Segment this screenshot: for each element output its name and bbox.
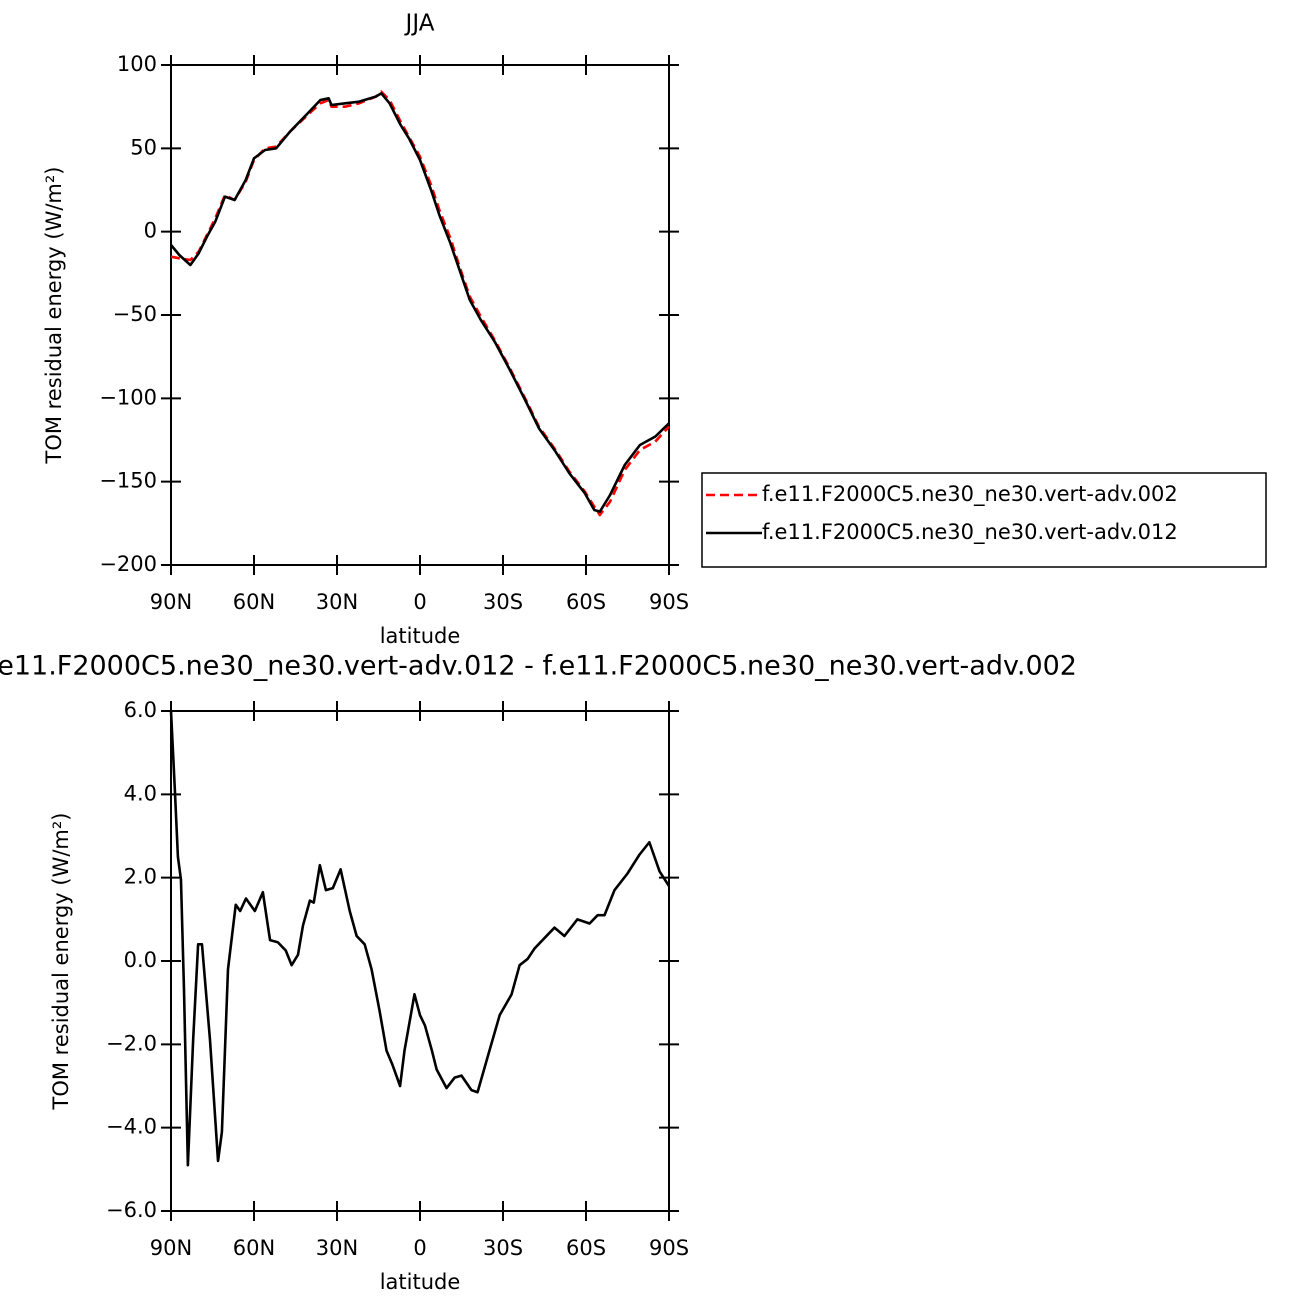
x-tick-label: 90S: [649, 1236, 689, 1260]
legend-box: [701, 472, 1267, 568]
x-tick-label: 60S: [566, 590, 606, 614]
x-tick-label: 0: [413, 1236, 426, 1260]
legend-label: f.e11.F2000C5.ne30_ne30.vert-adv.002: [762, 482, 1178, 507]
x-tick-label: 30N: [316, 1236, 358, 1260]
legend-label: f.e11.F2000C5.ne30_ne30.vert-adv.012: [762, 520, 1178, 545]
y-axis-label: TOM residual energy (W/m²): [49, 813, 73, 1111]
y-tick-label: 6.0: [124, 698, 157, 722]
y-tick-label: 4.0: [124, 781, 157, 805]
y-tick-label: −2.0: [106, 1031, 157, 1055]
x-axis-label: latitude: [380, 1270, 461, 1294]
y-axis-label: TOM residual energy (W/m²): [42, 167, 66, 465]
y-tick-label: −4.0: [106, 1115, 157, 1139]
y-tick-label: 100: [117, 52, 157, 76]
x-tick-label: 90N: [150, 590, 192, 614]
y-tick-label: 0: [144, 219, 157, 243]
y-tick-label: −150: [99, 469, 157, 493]
x-tick-label: 90N: [150, 1236, 192, 1260]
x-axis-label: latitude: [380, 624, 461, 648]
x-tick-label: 60N: [233, 590, 275, 614]
y-tick-label: −200: [99, 552, 157, 576]
data-line: [169, 92, 670, 513]
x-tick-label: 0: [413, 590, 426, 614]
y-tick-label: 2.0: [124, 865, 157, 889]
chart-title: f.e11.F2000C5.ne30_ne30.vert-adv.012 - f…: [0, 651, 1077, 682]
y-tick-label: −100: [99, 385, 157, 409]
y-tick-label: 50: [130, 135, 157, 159]
chart-title: JJA: [404, 11, 435, 37]
x-tick-label: 60N: [233, 1236, 275, 1260]
y-tick-label: −6.0: [106, 1198, 157, 1222]
x-tick-label: 30N: [316, 590, 358, 614]
x-tick-label: 30S: [483, 1236, 523, 1260]
x-tick-label: 30S: [483, 590, 523, 614]
plot-frame: [170, 710, 670, 1212]
x-tick-label: 60S: [566, 1236, 606, 1260]
y-tick-label: 0.0: [124, 948, 157, 972]
data-line: [169, 710, 671, 1167]
data-line: [170, 90, 670, 517]
y-tick-label: −50: [113, 302, 157, 326]
plot-frame: [170, 64, 670, 566]
x-tick-label: 90S: [649, 590, 689, 614]
